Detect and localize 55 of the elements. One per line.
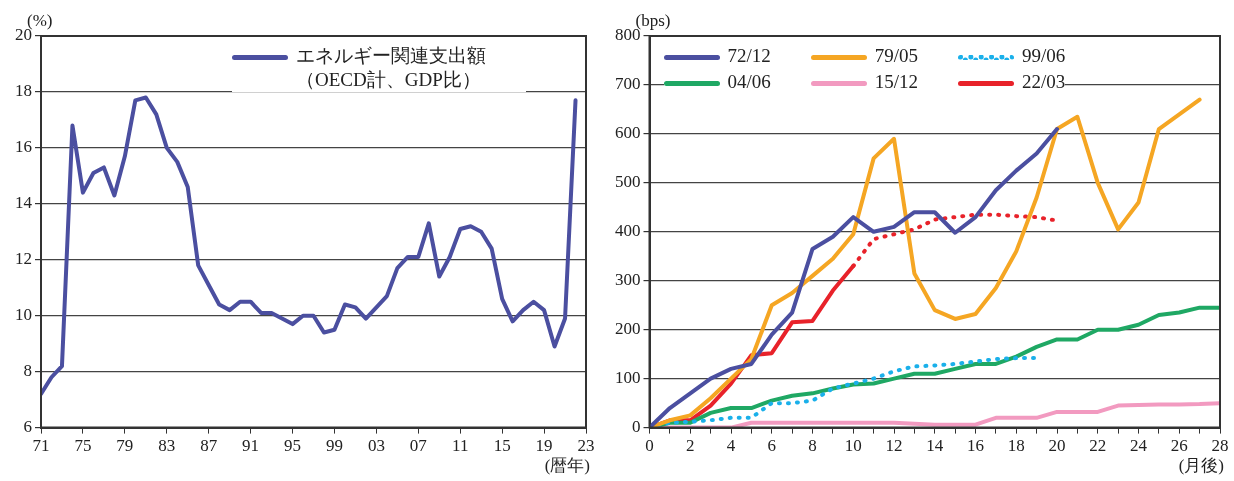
x-tick-label: 24 xyxy=(1130,436,1148,456)
y-tick-label: 12 xyxy=(15,249,32,269)
x-tick-label: 12 xyxy=(885,436,903,456)
y-tick-label: 8 xyxy=(23,361,32,381)
legend-label: 79/05 xyxy=(874,44,919,68)
x-tick-label: 2 xyxy=(686,436,695,456)
x-tick-label: 19 xyxy=(535,436,553,456)
x-tick-label: 20 xyxy=(1048,436,1066,456)
x-tick-label: 10 xyxy=(844,436,862,456)
y-tick-label: 400 xyxy=(615,221,641,241)
x-tick-label: 14 xyxy=(926,436,944,456)
x-tick-label: 18 xyxy=(1007,436,1025,456)
y-tick-label: 100 xyxy=(615,368,641,388)
y-tick-label: 700 xyxy=(615,74,641,94)
x-tick-label: 75 xyxy=(74,436,92,456)
legend-label: 22/03 xyxy=(1022,70,1066,94)
x-tick-label: 03 xyxy=(367,436,385,456)
x-axis-title: (暦年) xyxy=(544,455,590,475)
x-tick-label: 95 xyxy=(284,436,302,456)
x-tick-label: 91 xyxy=(242,436,260,456)
x-tick-label: 23 xyxy=(577,436,595,456)
x-tick-label: 22 xyxy=(1089,436,1107,456)
x-tick-label: 6 xyxy=(767,436,776,456)
y-tick-label: 6 xyxy=(23,417,32,437)
y-tick-label: 300 xyxy=(615,270,641,290)
legend-label: 99/06 xyxy=(1022,44,1066,68)
legend-label: エネルギー関連支出額（OECD計、GDP比） xyxy=(296,44,487,92)
x-tick-label: 11 xyxy=(452,436,469,456)
x-tick-label: 07 xyxy=(409,436,428,456)
y-tick-label: 600 xyxy=(615,123,641,143)
x-tick-label: 79 xyxy=(116,436,134,456)
x-tick-label: 26 xyxy=(1170,436,1188,456)
x-tick-label: 71 xyxy=(32,436,50,456)
x-tick-label: 8 xyxy=(808,436,817,456)
legend-label: 15/12 xyxy=(874,70,919,94)
legend-label: 72/12 xyxy=(727,44,771,68)
y-tick-label: 16 xyxy=(15,137,32,157)
x-tick-label: 83 xyxy=(158,436,176,456)
y-tick-label: 0 xyxy=(632,417,641,437)
y-tick-label: 200 xyxy=(615,319,641,339)
y-tick-label: 18 xyxy=(15,81,32,101)
x-tick-label: 15 xyxy=(493,436,511,456)
y-axis-title: (bps) xyxy=(635,10,671,30)
x-tick-label: 4 xyxy=(726,436,736,456)
x-tick-label: 99 xyxy=(325,436,343,456)
x-tick-label: 0 xyxy=(645,436,654,456)
y-tick-label: 10 xyxy=(15,305,32,325)
y-tick-label: 14 xyxy=(15,193,33,213)
y-tick-label: 500 xyxy=(615,172,641,192)
x-tick-label: 16 xyxy=(967,436,984,456)
legend-label: 04/06 xyxy=(727,70,771,94)
y-axis-title: (%) xyxy=(27,10,53,30)
x-tick-label: 28 xyxy=(1211,436,1229,456)
x-tick-label: 87 xyxy=(200,436,218,456)
x-axis-title: (月後) xyxy=(1178,455,1224,475)
